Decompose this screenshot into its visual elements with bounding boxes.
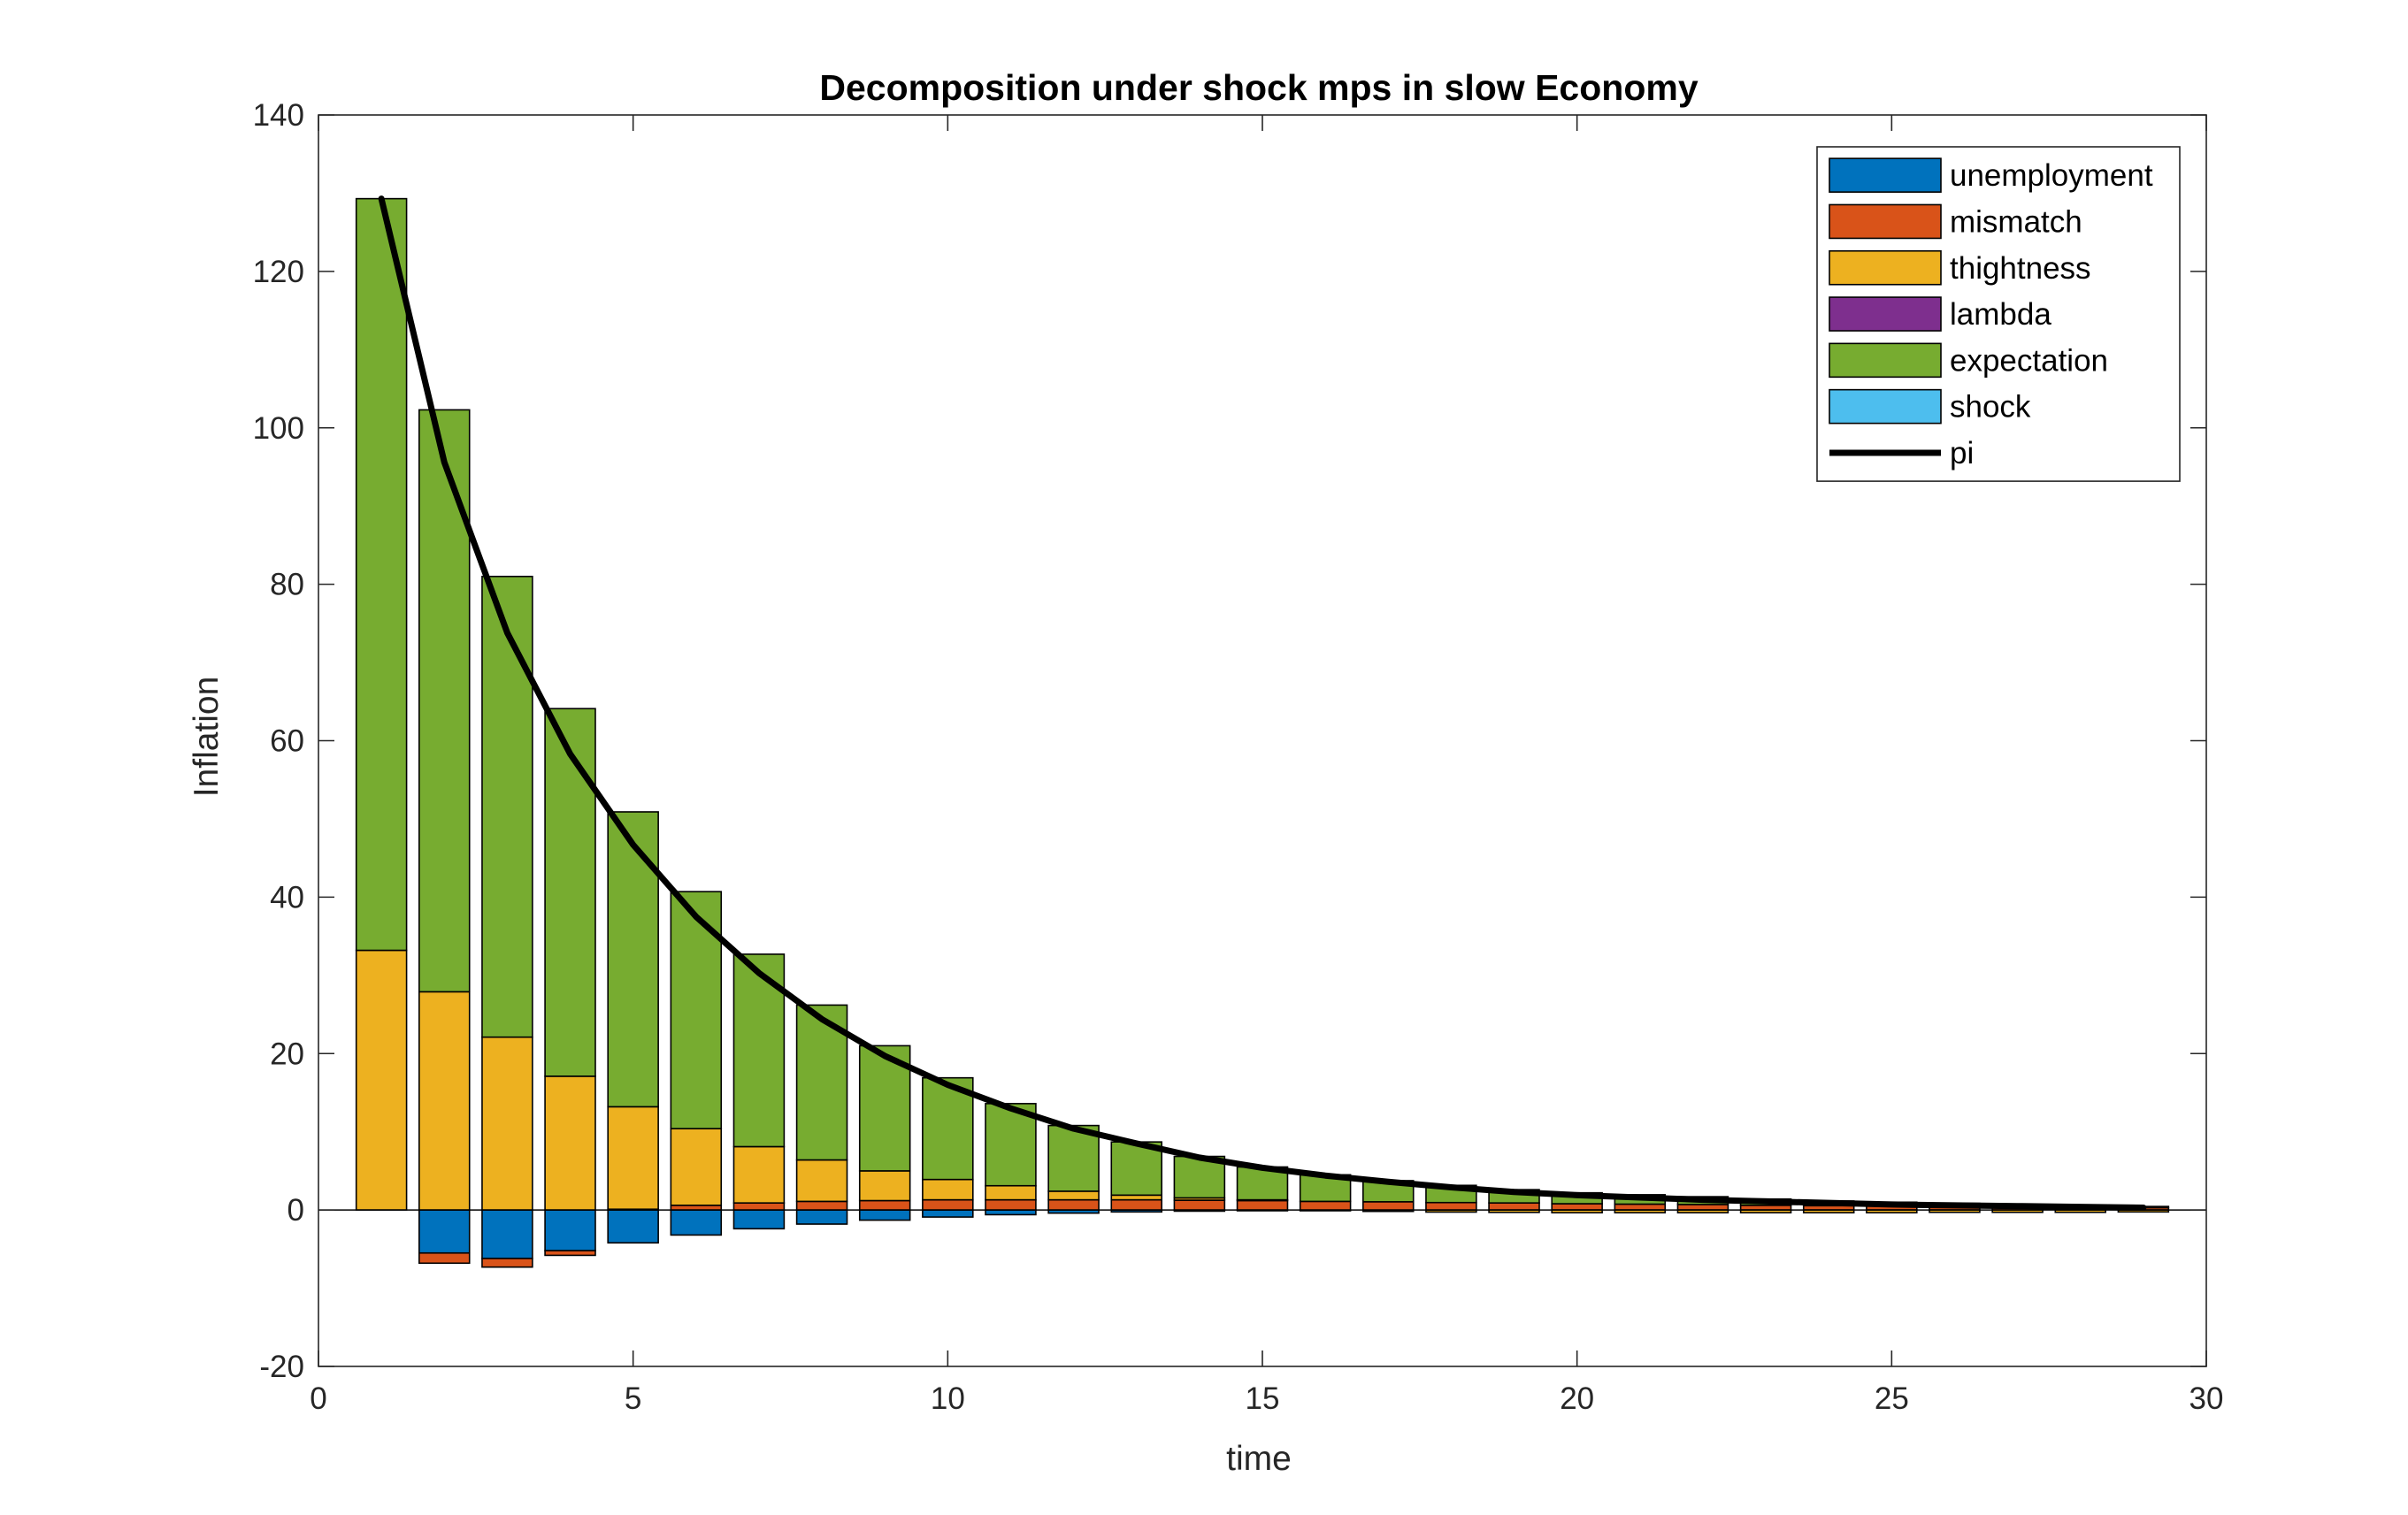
- bar-mismatch: [1299, 1200, 1352, 1211]
- legend-label-mismatch: mismatch: [1950, 204, 2082, 239]
- bar-thightness: [858, 1170, 911, 1202]
- bar-thightness: [670, 1128, 723, 1206]
- legend-label-pi: pi: [1950, 436, 1974, 471]
- bar-unemployment: [858, 1209, 911, 1221]
- bar-expectation: [607, 811, 659, 1108]
- bar-thightness: [418, 991, 471, 1211]
- bar-thightness: [985, 1184, 1037, 1201]
- bar-mismatch: [858, 1199, 911, 1211]
- bar-thightness: [544, 1075, 596, 1211]
- bar-mismatch: [1173, 1199, 1226, 1211]
- y-tick-label: 60: [270, 724, 304, 759]
- bar-mismatch: [1236, 1199, 1289, 1211]
- x-tick-label: 5: [625, 1381, 641, 1416]
- bar-mismatch: [1551, 1203, 1603, 1211]
- bar-mismatch: [922, 1198, 974, 1211]
- bar-thightness: [355, 949, 408, 1211]
- bar-unemployment: [607, 1209, 659, 1244]
- bar-unemployment: [732, 1209, 786, 1230]
- bar-thightness: [732, 1145, 786, 1204]
- x-tick-label: 25: [1875, 1381, 1909, 1416]
- y-tick-label: -20: [259, 1350, 304, 1384]
- y-tick-label: 40: [270, 880, 304, 914]
- bar-mismatch: [1047, 1198, 1100, 1211]
- legend-swatch-mismatch: [1829, 203, 1942, 240]
- bar-expectation: [1110, 1141, 1162, 1197]
- y-tick-label: 0: [288, 1193, 304, 1228]
- bar-unemployment: [418, 1209, 471, 1254]
- x-tick-label: 0: [310, 1381, 326, 1416]
- bar-unemployment: [544, 1209, 596, 1251]
- bar-mismatch: [544, 1250, 596, 1257]
- legend-swatch-expectation: [1829, 342, 1942, 379]
- bar-thightness: [481, 1036, 533, 1211]
- x-tick-label: 15: [1246, 1381, 1280, 1416]
- y-tick-label: 20: [270, 1037, 304, 1071]
- bar-expectation: [922, 1076, 974, 1181]
- legend-label-expectation: expectation: [1950, 343, 2108, 378]
- bar-expectation: [418, 409, 471, 993]
- x-axis-label: time: [1226, 1440, 1292, 1478]
- chart-title: Decomposition under shock mps in slow Ec…: [819, 67, 1698, 108]
- legend-label-shock: shock: [1950, 390, 2031, 425]
- y-tick-label: 120: [253, 255, 304, 289]
- legend-swatch-shock: [1829, 388, 1942, 425]
- legend: unemployment mismatch thightness lambda expe…: [1816, 146, 2181, 482]
- x-tick-label: 30: [2189, 1381, 2224, 1416]
- bar-expectation: [1047, 1124, 1100, 1192]
- legend-swatch-unemployment: [1829, 157, 1942, 193]
- bar-mismatch: [1110, 1198, 1162, 1211]
- legend-swatch-thightness: [1829, 249, 1942, 286]
- bar-unemployment: [795, 1209, 848, 1225]
- bar-expectation: [985, 1103, 1037, 1187]
- bar-expectation: [544, 708, 596, 1077]
- bar-mismatch: [481, 1258, 533, 1268]
- y-tick-label: 140: [253, 98, 304, 133]
- bar-expectation: [481, 575, 533, 1038]
- bar-expectation: [670, 891, 723, 1129]
- bar-thightness: [607, 1106, 659, 1211]
- bar-expectation: [355, 197, 408, 952]
- legend-label-lambda: lambda: [1950, 297, 2051, 332]
- y-tick-label: 80: [270, 568, 304, 602]
- bar-unemployment: [670, 1209, 723, 1236]
- x-tick-label: 20: [1560, 1381, 1594, 1416]
- bar-mismatch: [985, 1198, 1037, 1211]
- bar-unemployment: [481, 1209, 533, 1259]
- series-line-pi: [378, 195, 2147, 1211]
- x-tick-label: 10: [931, 1381, 965, 1416]
- bar-thightness: [795, 1159, 848, 1203]
- bar-mismatch: [1676, 1204, 1729, 1211]
- y-axis-label: Inflation: [188, 677, 226, 798]
- bar-mismatch: [732, 1202, 786, 1211]
- legend-label-thightness: thightness: [1950, 251, 2091, 286]
- y-tick-label: 100: [253, 411, 304, 446]
- bar-thightness: [922, 1178, 974, 1201]
- bar-mismatch: [418, 1251, 471, 1265]
- bar-mismatch: [1362, 1201, 1415, 1211]
- bar-thightness: [1047, 1190, 1100, 1201]
- bars-layer: [355, 197, 2170, 1268]
- bar-unemployment: [922, 1209, 974, 1218]
- legend-swatch-lambda: [1829, 296, 1942, 332]
- bar-mismatch: [795, 1200, 848, 1211]
- line-layer: [378, 195, 2147, 1211]
- bar-mismatch: [1488, 1202, 1540, 1211]
- bar-mismatch: [1614, 1203, 1667, 1211]
- legend-label-unemployment: unemployment: [1950, 158, 2153, 193]
- bar-mismatch: [1425, 1201, 1477, 1211]
